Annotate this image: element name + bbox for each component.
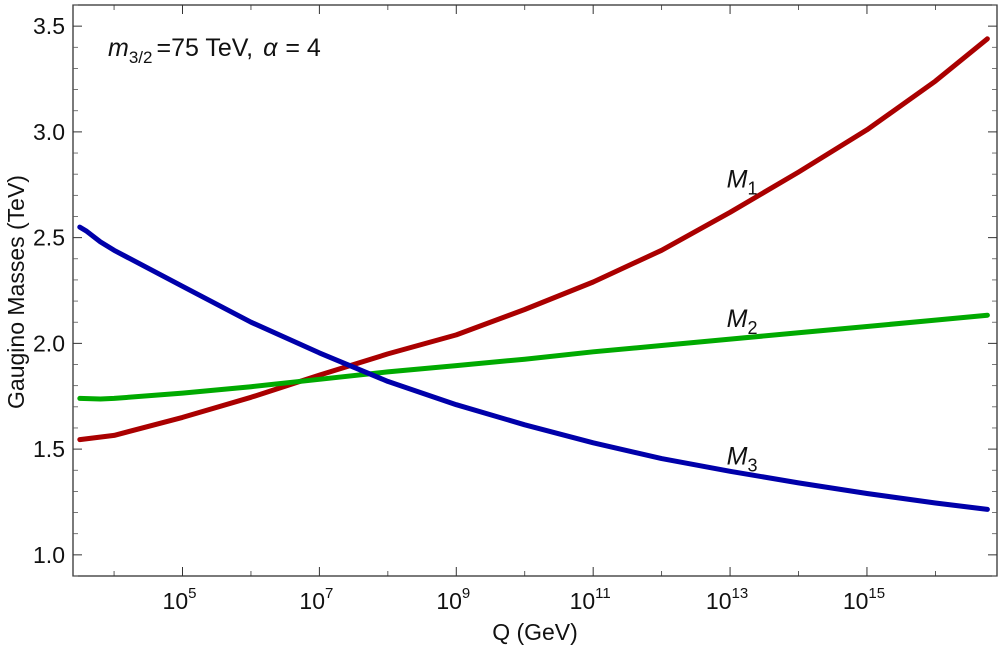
annotation-text: =75 TeV,	[156, 34, 253, 62]
series-label-subscript: 2	[747, 318, 757, 338]
parameter-annotation: m3/2 =75 TeV, α = 4	[108, 34, 321, 67]
series-label-base: M	[727, 305, 748, 333]
series-label-base: M	[727, 165, 748, 193]
x-tick-label: 109	[436, 585, 470, 614]
x-tick-exponent: 13	[732, 585, 749, 602]
y-tick-label: 3.0	[33, 119, 65, 145]
x-tick-exponent: 5	[188, 585, 196, 602]
series-label-m1: M1	[727, 165, 758, 198]
y-tick-label: 2.5	[33, 225, 65, 251]
series-label-m2: M2	[727, 305, 758, 338]
x-tick-label: 1013	[706, 585, 748, 614]
y-tick-label: 1.5	[33, 436, 65, 462]
x-tick-label: 1015	[843, 585, 885, 614]
x-tick-exponent: 11	[595, 585, 611, 602]
x-tick-base: 10	[706, 588, 732, 614]
x-tick-base: 10	[163, 588, 189, 614]
y-tick-label: 3.5	[33, 13, 65, 39]
annotation-symbol: m	[108, 34, 129, 62]
x-tick-exponent: 7	[325, 585, 333, 602]
x-axis-label: Q (GeV)	[492, 619, 578, 645]
series-label-base: M	[727, 442, 748, 470]
series-label-subscript: 3	[747, 455, 757, 475]
x-tick-exponent: 15	[868, 585, 885, 602]
x-tick-base: 10	[570, 588, 596, 614]
x-tick-label: 105	[163, 585, 197, 614]
series-line-m3	[77, 224, 990, 512]
x-tick-label: 1011	[570, 585, 611, 614]
y-axis-label: Gaugino Masses (TeV)	[3, 175, 29, 409]
series-line-m1	[77, 36, 990, 443]
series-label-m3: M3	[727, 442, 758, 475]
annotation-alpha-text: = 4	[285, 34, 321, 62]
x-tick-exponent: 9	[462, 585, 470, 602]
annotation-subscript: 3/2	[129, 48, 153, 67]
y-tick-label: 1.0	[33, 542, 65, 568]
plot-frame	[72, 4, 998, 577]
x-tick-base: 10	[436, 588, 462, 614]
series-lines	[77, 36, 990, 512]
axis-ticks	[73, 4, 997, 577]
x-tick-base: 10	[299, 588, 325, 614]
series-line-m2	[77, 312, 990, 402]
series-label-subscript: 1	[747, 178, 757, 198]
x-tick-label: 107	[299, 585, 333, 614]
y-tick-label: 2.0	[33, 330, 65, 356]
x-tick-base: 10	[843, 588, 869, 614]
annotation-alpha-symbol: α	[263, 34, 278, 62]
